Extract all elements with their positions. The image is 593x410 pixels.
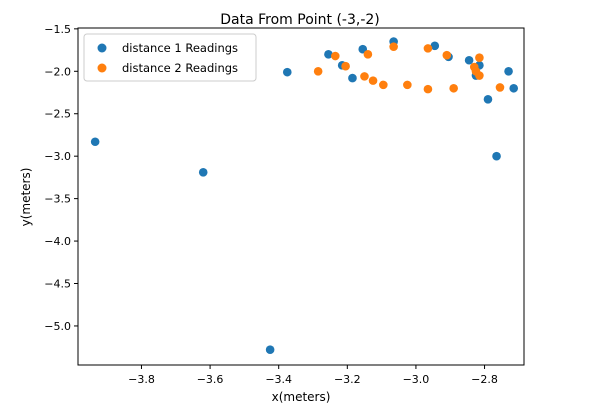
data-point-distance-1: [348, 73, 357, 83]
x-axis-ticks: −3.8 −3.6 −3.4 −3.2 −3.0 −2.8: [128, 365, 498, 386]
data-point-distance-2: [475, 71, 484, 80]
data-point-distance-2: [368, 76, 378, 85]
y-tick-label: −5.0: [44, 320, 71, 333]
data-point-distance-2: [449, 83, 458, 93]
y-tick-label: −3.0: [44, 150, 71, 163]
legend: distance 1 Readings distance 2 Readings: [83, 33, 257, 82]
data-point-distance-2: [495, 83, 505, 92]
data-point-distance-1: [430, 41, 440, 51]
data-point-distance-1: [483, 95, 493, 104]
data-point-distance-1: [324, 50, 333, 59]
x-tick-label: −3.2: [334, 373, 361, 386]
legend-box: [83, 33, 257, 82]
data-point-distance-1: [265, 345, 275, 355]
x-tick-label: −3.6: [197, 373, 224, 386]
data-point-distance-1: [90, 137, 100, 147]
data-point-distance-1: [198, 168, 208, 177]
data-point-distance-2: [331, 51, 340, 61]
data-points: [90, 37, 519, 355]
x-tick-label: −3.4: [265, 373, 292, 386]
data-point-distance-2: [360, 72, 369, 81]
y-tick-label: −3.5: [44, 193, 71, 206]
y-tick-label: −2.0: [44, 65, 71, 78]
data-point-distance-1: [492, 151, 501, 161]
y-tick-label: −2.5: [44, 108, 71, 121]
y-tick-label: −4.0: [44, 235, 71, 248]
data-point-distance-1: [282, 67, 292, 77]
data-point-distance-1: [509, 83, 519, 93]
chart-title: Data From Point (-3,-2): [220, 12, 380, 28]
data-point-distance-2: [475, 53, 484, 63]
data-point-distance-2: [442, 50, 452, 60]
data-point-distance-2: [379, 80, 388, 90]
data-point-distance-1: [464, 55, 474, 65]
data-point-distance-2: [423, 84, 433, 94]
x-tick-label: −3.0: [403, 373, 430, 386]
y-axis-ticks: −1.5 −2.0 −2.5 −3.0 −3.5 −4.0 −4.5 −5.0: [44, 23, 78, 333]
data-point-distance-2: [423, 44, 433, 53]
data-point-distance-2: [313, 66, 323, 76]
y-axis-label: y(meters): [19, 168, 33, 227]
data-point-distance-2: [363, 50, 373, 59]
x-axis-label: x(meters): [272, 390, 331, 404]
legend-label-distance-2: distance 2 Readings: [122, 61, 238, 75]
x-tick-label: −2.8: [471, 373, 498, 386]
y-tick-label: −1.5: [44, 23, 71, 36]
legend-label-distance-1: distance 1 Readings: [122, 41, 238, 55]
data-point-distance-2: [403, 80, 412, 90]
plot-frame: [77, 27, 525, 366]
data-point-distance-2: [389, 42, 398, 51]
x-tick-label: −3.8: [128, 373, 155, 386]
data-point-distance-1: [504, 66, 513, 76]
data-point-distance-2: [341, 61, 350, 71]
legend-marker-distance-2: [97, 63, 107, 73]
legend-marker-distance-1: [97, 43, 107, 53]
y-tick-label: −4.5: [44, 278, 71, 291]
